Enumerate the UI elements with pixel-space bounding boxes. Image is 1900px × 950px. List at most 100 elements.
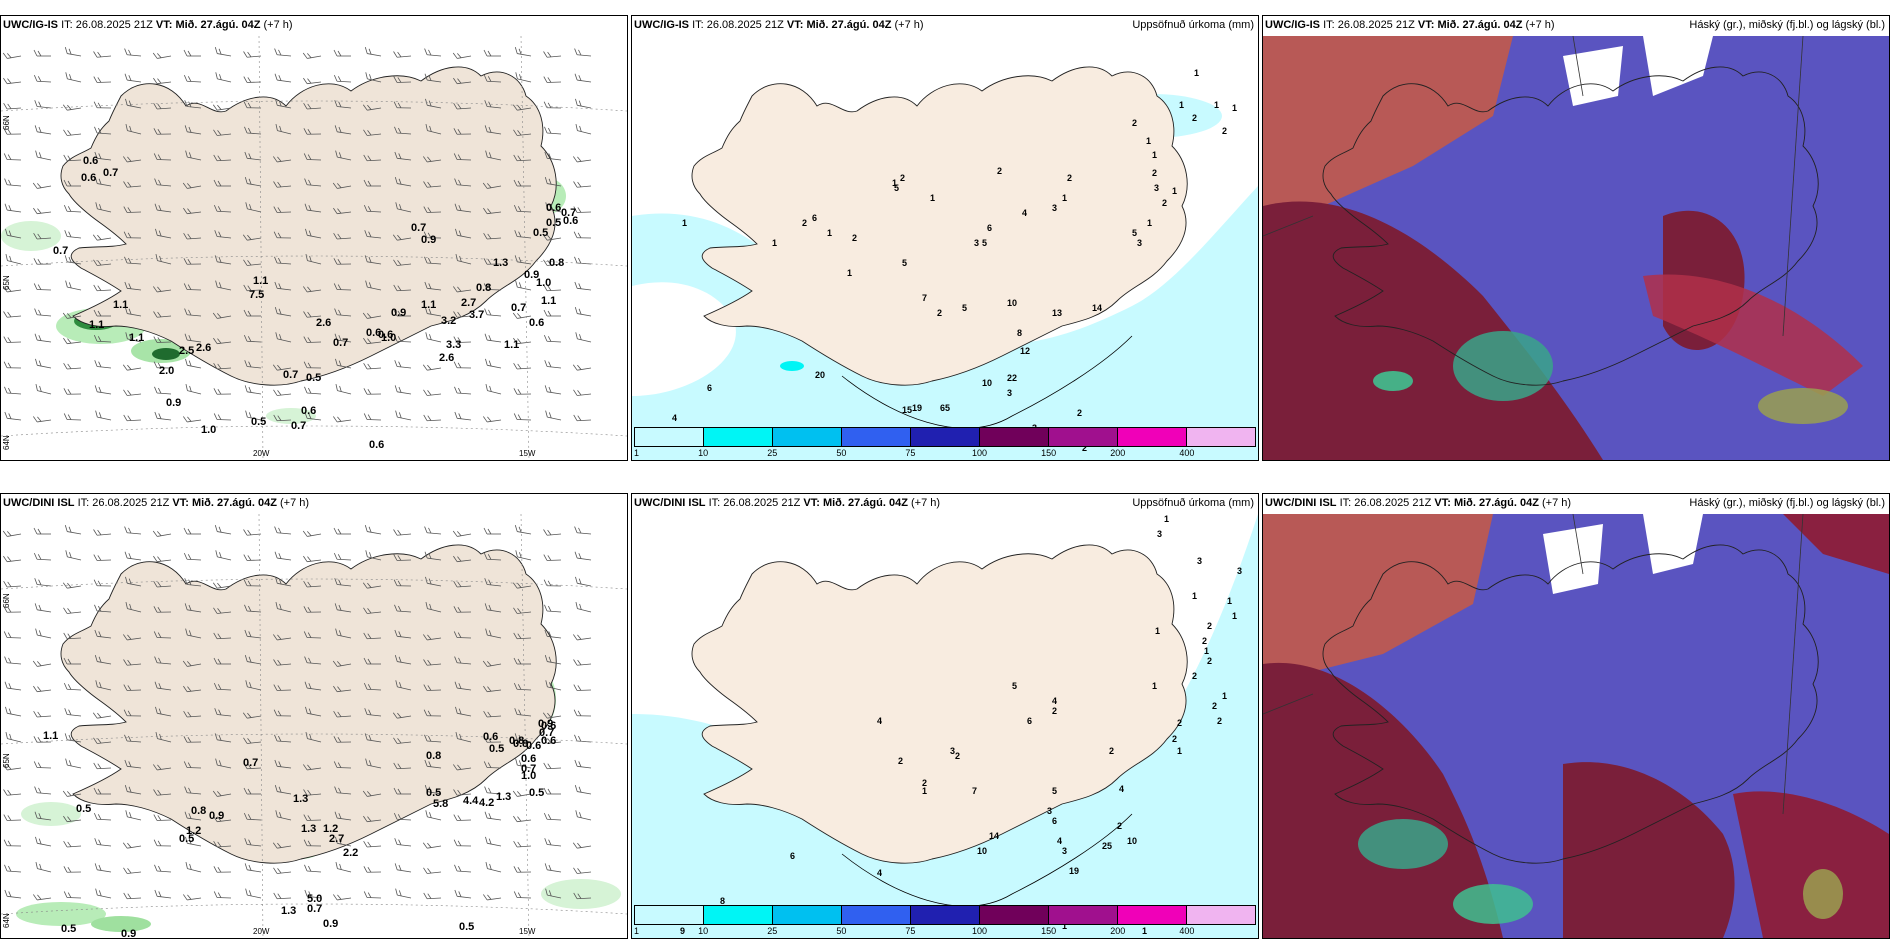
high-cloud-southeast [1733,791,1889,938]
precip-amount-label: 1 [682,218,687,228]
lead-time: (+7 h) [910,497,941,509]
precip-rate-label: 1.3 [281,905,296,917]
precip-rate-label: 2.0 [159,365,174,377]
precip-rate-label: 5.8 [433,798,448,810]
vt-label: VT: [786,19,804,31]
precip-amount-label: 1 [1179,100,1184,110]
precip-amount-label: 1 [1232,103,1237,113]
precip-rate-label: 2.5 [179,345,194,357]
precip-amount-label: 10 [977,846,987,856]
cloud-yellow-patch [1758,388,1848,424]
precip-rate-label: 0.7 [521,763,536,775]
precip-rate-label: 0.9 [538,718,553,730]
precip-rate-label: 0.8 [513,738,528,750]
precip-amount-label: 1 [847,268,852,278]
panel-header: UWC/DINI ISL IT: 26.08.2025 21Z VT: Mið.… [1265,497,1571,509]
precip-amount-label: 25 [1102,841,1112,851]
precip-rate-label: 0.6 [366,327,381,339]
panel-header: UWC/DINI ISL IT: 26.08.2025 21Z VT: Mið.… [634,497,940,509]
valid-time: Mið. 27.ágú. 04Z [175,19,261,31]
lead-time: (+7 h) [263,19,293,31]
lat-lon-grid [1,36,627,460]
high-cloud-green-small [1373,371,1413,391]
precip-rate-label: 0.6 [563,215,578,227]
precip-amount-label: 2 [1217,716,1222,726]
precip-amount-label: 6 [707,383,712,393]
it-label: IT: [61,19,73,31]
model-name: UWC/DINI ISL [1265,497,1337,509]
precip-amount-label: 1 [1227,596,1232,606]
vt-label: VT: [172,497,189,509]
precip-amount-label: 2 [1077,408,1082,418]
precip-amount-label: 2 [1117,821,1122,831]
precip-amount-label: 1 [1062,921,1067,931]
precip-rate-label: 0.7 [243,757,258,769]
precip-rate-label: 7.5 [249,289,264,301]
precip-rate-label: 1.0 [201,424,216,436]
colorbar-swatch [1118,906,1187,924]
colorbar-swatches [634,905,1256,925]
colorbar-swatch [704,906,773,924]
precip-rate-label: 0.9 [391,307,406,319]
init-time: 26.08.2025 21Z [1337,19,1415,31]
precip-amount-label: 3 [1137,238,1142,248]
colorbar-swatch [911,428,980,446]
precip-rate-label: 0.8 [476,282,491,294]
precip-rate-label: 0.5 [546,217,561,229]
colorbar-swatch [704,428,773,446]
it-label: IT: [1323,19,1335,31]
precip-rate-label: 1.1 [541,295,556,307]
precip-rate-label: 0.8 [191,805,206,817]
panel-title: Uppsöfnuð úrkoma (mm) [1132,19,1254,31]
valid-time: Mið. 27.ágú. 04Z [191,497,277,509]
high-cloud-green [1358,819,1448,869]
mid-cloud-area [1263,514,1493,684]
precip-rate-label: 0.5 [489,743,504,755]
wind-map[interactable]: 0.60.6 0.70.71.11.11.12.02.5 2.60.91.00.5 0… [1,36,627,460]
precip-rate-label: 1.3 [301,823,316,835]
precip-amount-label: 1 [1177,746,1182,756]
precip-rate-label: 0.7 [307,903,322,915]
precip-amount-label: 1 [930,193,935,203]
precip-rate-label: 1.1 [504,339,519,351]
precip-amount-label: 1 [922,786,927,796]
wind-map[interactable]: 1.10.5 0.8 0.91.20.50.71.31.3 1.22.72.25.00… [1,514,627,938]
precip-rate-label: 0.6 [541,735,556,747]
precip-rate-label: 1.1 [43,730,58,742]
precip-amount-label: 2 [900,173,905,183]
precip-amount-label: 1 [892,178,897,188]
precip-rate-label: 0.8 [426,750,441,762]
clear-area [1643,514,1703,574]
precip-amount-label: 6 [1052,816,1057,826]
precip-amount-label: 1 [1147,218,1152,228]
precip-rate-label: 1.1 [253,275,268,287]
vt-label: VT: [155,19,173,31]
precip-amount-label: 6 [987,223,992,233]
precip-amount-label: 20 [815,370,825,380]
precip-rate-label: 0.8 [549,257,564,269]
colorbar-tick-label: 75 [905,448,916,458]
precip-rate-label: 0.7 [283,369,298,381]
cloud-map[interactable] [1263,514,1889,938]
precip-amount-label: 19 [1069,866,1079,876]
precip-amount-label: 4 [1022,208,1027,218]
colorbar-tick-label: 10 [698,448,709,458]
lat-label-mid: 65N [2,753,11,768]
precip-rate-labels: 0.60.6 0.70.71.11.11.12.02.5 2.60.91.00.5 0… [53,155,578,451]
precip-amount-label: 9 [680,926,685,936]
colorbar-tick-label: 100 [972,448,988,458]
it-label: IT: [1339,497,1352,509]
precip-amount-label: 4 [877,868,882,878]
panel-header: UWC/IG-IS IT: 26.08.2025 21Z VT: Mið. 27… [3,19,293,31]
precip-rate-label: 0.5 [529,787,544,799]
colorbar-tick-label: 400 [1179,926,1195,936]
precip-rate-label: 1.2 [186,825,201,837]
precip-amount-label: 5 [962,303,967,313]
colorbar-swatch [773,906,842,924]
precip-amount-label: 3 [1062,846,1067,856]
precip-amount-label: 15 [902,405,912,415]
precip-amount-label: 6 [790,851,795,861]
cloud-map[interactable] [1263,36,1889,460]
